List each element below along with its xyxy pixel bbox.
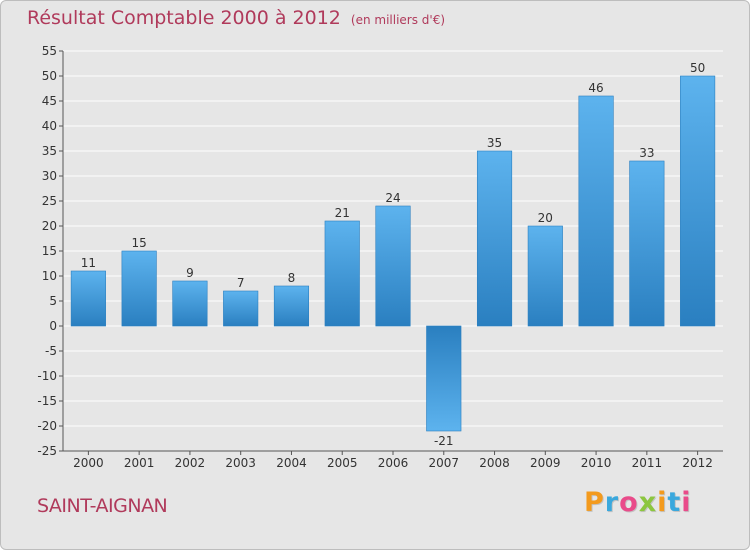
x-tick-label: 2009 (530, 456, 561, 470)
y-tick-label: 45 (42, 94, 57, 108)
data-label-2008: 35 (487, 136, 502, 150)
y-tick-label: 15 (42, 244, 57, 258)
proxiti-logo: Proxiti (584, 487, 692, 518)
x-tick-label: 2007 (428, 456, 459, 470)
y-tick-label: -15 (37, 394, 57, 408)
x-tick-label: 2008 (479, 456, 510, 470)
bar-2003 (223, 290, 259, 327)
x-tick-label: 2004 (276, 456, 307, 470)
logo-letter: t (667, 487, 682, 518)
bar-2006 (375, 205, 411, 327)
bar-2004 (273, 285, 310, 327)
data-label-2009: 20 (538, 211, 553, 225)
y-tick-label: 25 (42, 194, 57, 208)
commune-name: SAINT-AIGNAN (37, 495, 168, 517)
bar-2000 (70, 270, 106, 327)
y-tick-label: 0 (49, 319, 57, 333)
y-tick-label: -25 (37, 444, 57, 458)
bar-2001 (121, 250, 157, 327)
x-tick-label: 2005 (327, 456, 358, 470)
bar-2009 (527, 225, 563, 327)
x-tick-label: 2012 (682, 456, 713, 470)
x-tick-label: 2003 (225, 456, 256, 470)
x-tick-label: 2010 (581, 456, 612, 470)
y-tick-label: 5 (49, 294, 57, 308)
bar-2005 (324, 220, 360, 327)
axis-layer: 5550454035302520151050-5-10-15-20-252000… (37, 44, 723, 470)
logo-letter: r (604, 487, 620, 518)
data-label-2011: 33 (639, 146, 654, 160)
data-label-2000: 11 (81, 256, 96, 270)
chart-title-text: Résultat Comptable 2000 à 2012 (27, 7, 341, 29)
logo-letter: o (619, 487, 639, 518)
y-tick-label: 50 (42, 69, 57, 83)
data-label-2010: 46 (588, 81, 603, 95)
chart-subtitle: (en milliers d'€) (350, 13, 446, 27)
bar-2008 (476, 150, 513, 327)
data-label-2005: 21 (335, 206, 350, 220)
x-tick-label: 2006 (378, 456, 409, 470)
data-label-2002: 9 (186, 266, 194, 280)
y-tick-label: 20 (42, 219, 57, 233)
data-label-2004: 8 (288, 271, 296, 285)
chart-title: Résultat Comptable 2000 à 2012 (en millie… (27, 7, 445, 29)
x-tick-label: 2002 (175, 456, 206, 470)
y-tick-label: -5 (45, 344, 57, 358)
logo-letters: Proxiti (584, 487, 692, 518)
logo-letter: i (657, 487, 668, 518)
data-label-2006: 24 (385, 191, 400, 205)
y-tick-label: -10 (37, 369, 57, 383)
x-tick-label: 2000 (73, 456, 104, 470)
data-label-2003: 7 (237, 276, 245, 290)
bar-2011 (629, 160, 665, 327)
bar-2012 (680, 75, 716, 327)
logo-letter: x (638, 487, 658, 518)
y-tick-label: 55 (42, 44, 57, 58)
data-label-2001: 15 (132, 236, 147, 250)
logo-letter: P (584, 487, 605, 518)
data-label-2007: -21 (434, 434, 454, 448)
y-tick-label: -20 (37, 419, 57, 433)
logo-letter: i (681, 487, 692, 518)
data-label-2012: 50 (690, 61, 705, 75)
bar-layer (70, 75, 716, 432)
bar-2002 (172, 280, 208, 327)
x-tick-label: 2001 (124, 456, 155, 470)
y-tick-label: 30 (42, 169, 57, 183)
y-tick-label: 10 (42, 269, 57, 283)
bar-2007 (426, 325, 462, 432)
label-layer: 11 15 9 7 8 21 24 -21 35 20 46 33 50 (81, 61, 706, 448)
bar-2010 (578, 95, 614, 327)
y-tick-label: 35 (42, 144, 57, 158)
x-tick-label: 2011 (632, 456, 663, 470)
y-tick-label: 40 (42, 119, 57, 133)
